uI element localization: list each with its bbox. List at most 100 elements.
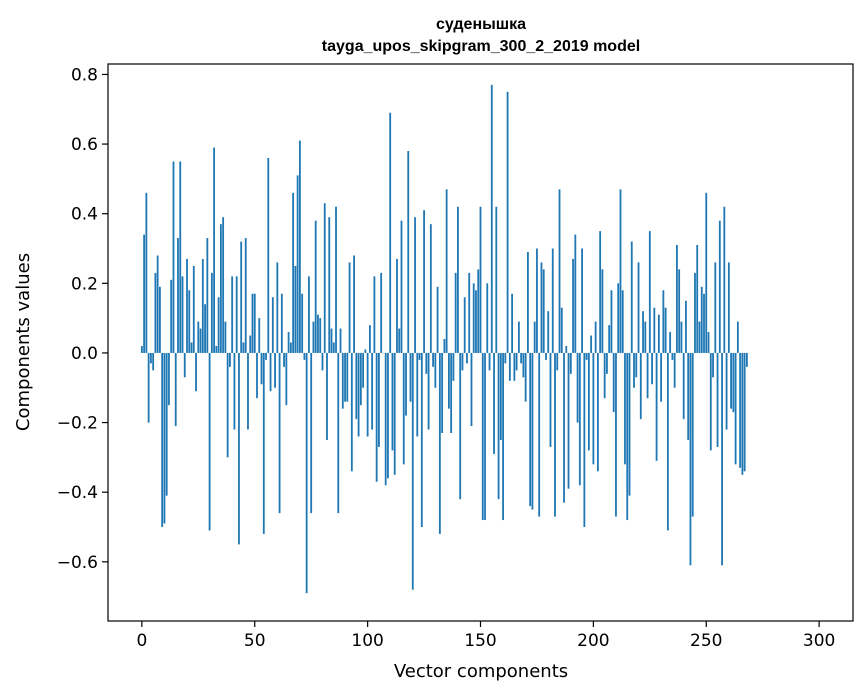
bar-228	[655, 352, 658, 461]
bar-130	[434, 352, 437, 388]
bar-149	[477, 269, 480, 353]
bar-74	[308, 276, 310, 353]
bar-197	[585, 352, 588, 360]
bar-212	[619, 189, 622, 353]
bar-255	[716, 352, 719, 447]
bar-41	[233, 352, 236, 430]
bar-177	[540, 262, 543, 353]
bar-196	[583, 352, 586, 527]
bar-62	[280, 293, 283, 353]
bar-120	[411, 352, 414, 590]
bar-9	[161, 352, 164, 527]
bar-133	[441, 352, 444, 434]
bar-242	[687, 352, 690, 440]
bar-247	[698, 321, 701, 353]
bar-207	[608, 325, 611, 353]
bar-157	[495, 206, 498, 353]
bar-69	[296, 175, 299, 353]
bar-170	[524, 352, 527, 402]
bar-185	[558, 189, 561, 353]
bar-218	[633, 352, 635, 388]
bar-90	[344, 352, 346, 402]
bar-263	[734, 352, 737, 465]
bar-168	[520, 352, 523, 364]
bar-105	[378, 352, 380, 447]
bar-60	[276, 262, 279, 353]
bar-89	[341, 352, 344, 409]
bar-237	[676, 245, 678, 353]
bar-86	[335, 206, 337, 353]
bar-252	[709, 352, 712, 451]
bar-117	[405, 352, 407, 416]
bar-201	[594, 321, 597, 353]
bar-265	[739, 352, 742, 468]
bar-110	[389, 112, 392, 353]
bar-176	[538, 352, 541, 517]
bar-140	[457, 206, 459, 353]
bar-112	[393, 352, 396, 475]
bar-82	[326, 352, 328, 440]
bar-5	[152, 352, 155, 371]
bar-118	[407, 151, 410, 353]
bar-245	[694, 272, 696, 353]
y-tick-label: 0.0	[71, 344, 98, 364]
bar-104	[375, 352, 378, 482]
chart-title-line-2: tayga_upos_skipgram_300_2_2019 model	[322, 38, 640, 55]
bar-199	[590, 335, 593, 353]
bar-19	[183, 352, 186, 378]
bar-144	[466, 352, 468, 364]
x-tick-label: 250	[690, 631, 722, 651]
bar-254	[714, 262, 717, 353]
bar-215	[626, 352, 629, 521]
bar-79	[319, 318, 322, 353]
bar-16	[177, 238, 179, 353]
bar-78	[317, 314, 319, 353]
bar-121	[414, 217, 416, 353]
y-tick-label: 0.4	[71, 205, 98, 225]
bar-1	[143, 234, 146, 353]
bar-23	[192, 265, 195, 353]
bar-129	[432, 352, 434, 367]
bar-27	[201, 258, 204, 353]
bar-53	[260, 352, 263, 385]
bar-132	[438, 352, 441, 534]
bar-221	[639, 352, 642, 420]
bar-224	[646, 352, 649, 399]
bar-205	[603, 352, 606, 399]
bar-114	[398, 328, 401, 353]
bar-162	[506, 91, 509, 353]
bar-15	[174, 352, 177, 427]
bar-10	[163, 352, 166, 524]
bar-173	[531, 352, 534, 510]
bar-94	[353, 255, 355, 353]
bar-147	[472, 283, 475, 353]
bar-59	[274, 352, 276, 388]
y-tick-label: −0.2	[57, 414, 98, 434]
bar-187	[563, 352, 565, 503]
y-tick-label: 0.2	[71, 274, 98, 294]
bar-214	[624, 352, 626, 465]
bar-134	[443, 339, 446, 353]
bar-102	[371, 352, 374, 430]
bar-67	[292, 192, 295, 353]
bar-88	[339, 328, 342, 353]
bar-98	[362, 352, 365, 388]
bar-71	[301, 293, 304, 353]
bar-202	[596, 352, 599, 472]
bar-190	[569, 352, 572, 374]
bar-258	[723, 206, 726, 353]
bar-183	[554, 352, 556, 517]
bar-160	[502, 352, 504, 521]
bar-204	[601, 269, 604, 353]
bar-7	[156, 255, 159, 353]
bar-260	[727, 262, 730, 353]
bar-57	[269, 352, 272, 392]
bar-26	[199, 328, 202, 353]
bar-182	[551, 248, 554, 353]
bar-158	[497, 352, 500, 500]
bar-13	[170, 279, 173, 353]
bar-126	[425, 352, 428, 374]
bar-46	[244, 238, 247, 353]
bar-11	[165, 352, 168, 496]
bar-217	[630, 241, 633, 353]
